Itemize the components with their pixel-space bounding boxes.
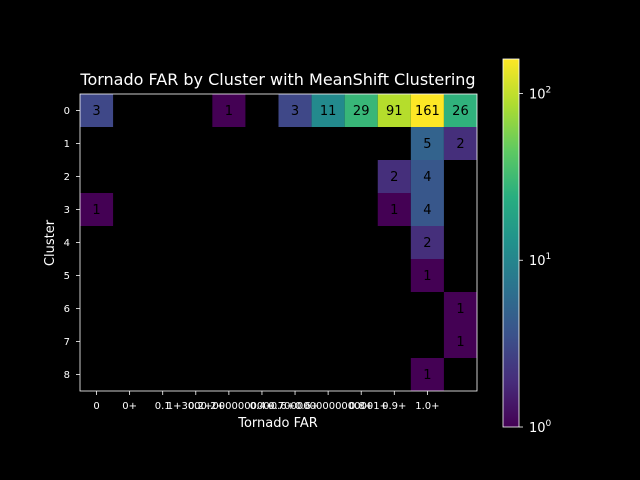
heatmap-cell	[344, 94, 378, 127]
colorbar	[502, 58, 520, 428]
cell-value-label: 1	[456, 335, 464, 350]
x-axis-ticks: 0 0+ 0.11+3000.2+0.2+0000000000.4+0.6+0.6+…	[93, 391, 440, 412]
cell-value-label: 2	[390, 170, 398, 185]
heatmap-cell	[443, 292, 477, 325]
x-tick-label: 0.1	[155, 401, 171, 412]
x-tick-label: 1+3000.2+	[167, 401, 225, 412]
heatmap-cell	[410, 193, 444, 226]
heatmap-cell	[80, 193, 114, 226]
heatmap-cell	[80, 94, 114, 127]
cell-value-label: 1	[423, 368, 431, 383]
x-tick-label: 0.8+	[349, 401, 373, 412]
x-axis-label: Tornado FAR	[237, 416, 318, 431]
heatmap-cell	[410, 259, 444, 292]
y-tick-label: 2	[64, 172, 70, 183]
cell-value-label: 1	[423, 269, 431, 284]
y-tick-label: 0	[64, 106, 70, 117]
heatmap-cell	[443, 94, 477, 127]
heatmap-cell	[311, 94, 345, 127]
cell-value-label: 1	[456, 302, 464, 317]
cell-value-label: 91	[386, 104, 403, 119]
cell-value-label: 1	[390, 203, 398, 218]
x-tick-label: 0.2+000000000	[188, 401, 270, 412]
y-axis-ticks: 0 1 2 3 4 5 6 7 8	[64, 106, 80, 381]
heatmap-cell	[410, 358, 444, 391]
y-axis-label: Cluster	[43, 219, 58, 266]
cell-value-label: 29	[353, 104, 370, 119]
y-tick-label: 5	[64, 271, 70, 282]
chart-title: Tornado FAR by Cluster with MeanShift Cl…	[79, 70, 475, 89]
heatmap-cell	[443, 127, 477, 160]
y-tick-label: 8	[64, 370, 70, 381]
cell-value-label: 11	[320, 104, 337, 119]
heatmap-cell	[443, 325, 477, 358]
x-tick-label: 0+	[122, 401, 137, 412]
cell-value-label: 26	[452, 104, 469, 119]
cell-value-label: 4	[423, 170, 431, 185]
cell-value-label: 1	[92, 203, 100, 218]
colorbar-ticks: 100 101 102	[519, 85, 552, 436]
cell-value-label: 161	[415, 104, 440, 119]
heatmap-cell	[377, 160, 411, 193]
colorbar-tick-label: 100	[529, 419, 552, 436]
x-tick-label: 0.9+	[382, 401, 406, 412]
heatmap-cell	[410, 127, 444, 160]
y-tick-label: 1	[64, 139, 70, 150]
colorbar-tick-label: 101	[529, 252, 551, 269]
y-tick-label: 4	[64, 238, 70, 249]
cell-value-label: 2	[456, 137, 464, 152]
x-tick-label: 0.7000000000000001+	[268, 401, 388, 412]
heatmap-cell	[377, 193, 411, 226]
y-tick-label: 7	[64, 337, 70, 348]
cell-value-label: 3	[291, 104, 299, 119]
y-tick-label: 3	[64, 205, 70, 216]
x-tick-label: 0.4+	[250, 401, 274, 412]
cell-value-label: 1	[225, 104, 233, 119]
heatmap-cell	[278, 94, 312, 127]
y-tick-label: 6	[64, 304, 70, 315]
colorbar-tick-label: 102	[529, 85, 551, 102]
heatmap-cell	[212, 94, 246, 127]
heatmap-cell	[377, 94, 411, 127]
heatmap-cell	[410, 94, 444, 127]
cell-value-label: 4	[423, 203, 431, 218]
heatmap-cell	[410, 160, 444, 193]
cell-value-label: 2	[423, 236, 431, 251]
cell-value-label: 3	[92, 104, 100, 119]
x-tick-label: 0.6+0.6+	[271, 401, 320, 412]
cell-value-label: 5	[423, 137, 431, 152]
x-tick-label: 1.0+	[415, 401, 439, 412]
heatmap-cell	[410, 226, 444, 259]
x-tick-label: 0	[93, 401, 99, 412]
